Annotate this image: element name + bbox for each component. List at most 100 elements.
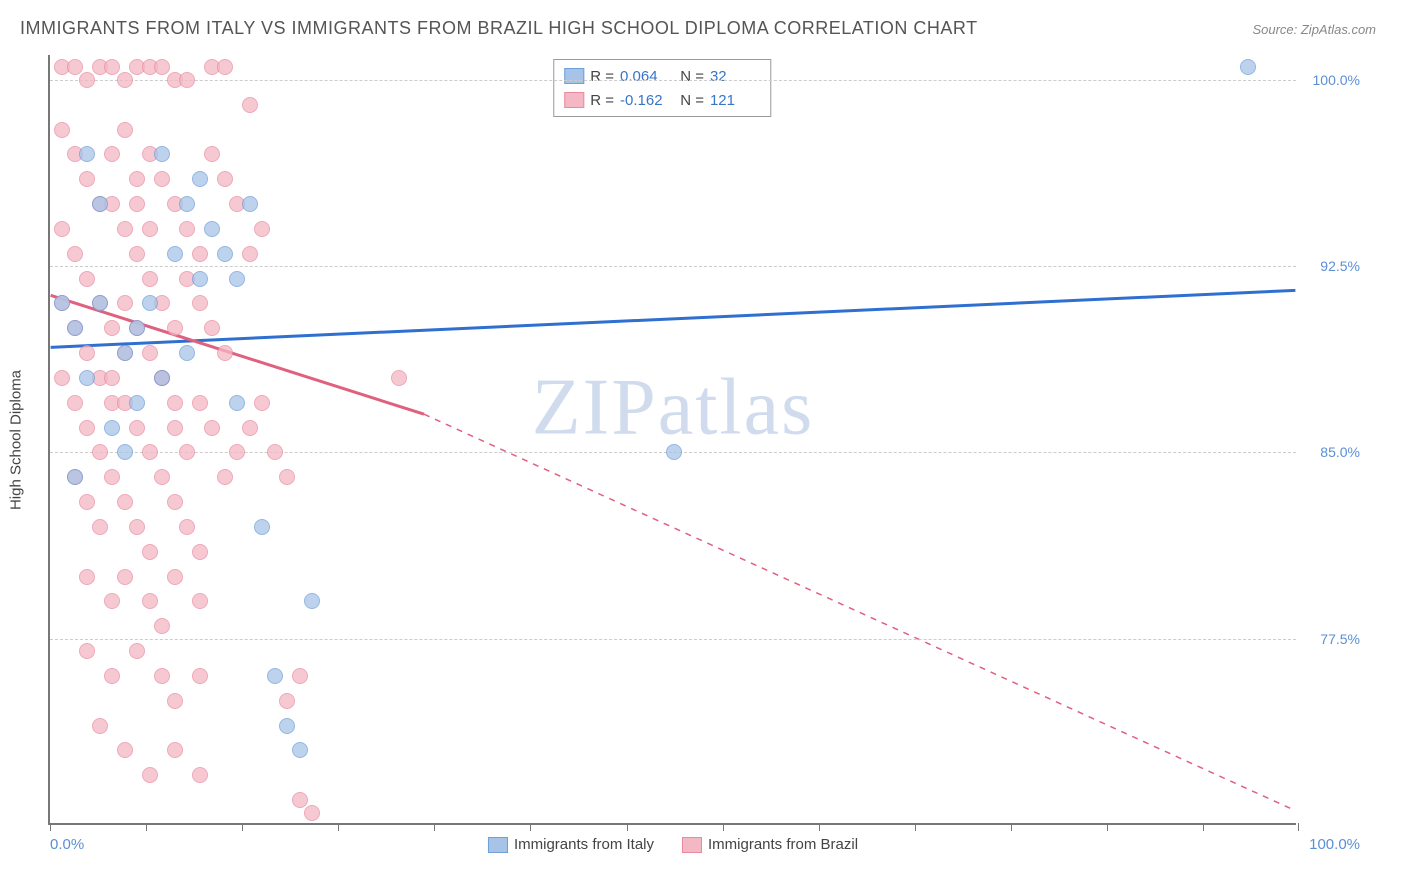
scatter-point-italy xyxy=(267,668,283,684)
scatter-point-brazil xyxy=(79,643,95,659)
scatter-point-brazil xyxy=(142,271,158,287)
scatter-point-brazil xyxy=(79,569,95,585)
scatter-point-brazil xyxy=(167,420,183,436)
scatter-point-brazil xyxy=(279,469,295,485)
correlation-legend: R =0.064 N =32 R =-0.162 N =121 xyxy=(553,59,771,117)
scatter-point-italy xyxy=(117,444,133,460)
scatter-point-brazil xyxy=(117,742,133,758)
scatter-point-brazil xyxy=(167,569,183,585)
trend-lines xyxy=(50,55,1296,823)
legend-row-brazil: R =-0.162 N =121 xyxy=(564,88,760,112)
scatter-point-italy xyxy=(1240,59,1256,75)
scatter-point-brazil xyxy=(167,494,183,510)
scatter-point-italy xyxy=(154,146,170,162)
scatter-point-brazil xyxy=(117,221,133,237)
scatter-point-brazil xyxy=(104,59,120,75)
scatter-point-italy xyxy=(67,320,83,336)
x-axis-max-label: 100.0% xyxy=(1309,836,1360,853)
scatter-point-italy xyxy=(129,320,145,336)
scatter-point-brazil xyxy=(279,693,295,709)
scatter-point-brazil xyxy=(104,668,120,684)
scatter-point-brazil xyxy=(192,395,208,411)
gridline xyxy=(50,80,1296,81)
legend-label-brazil: Immigrants from Brazil xyxy=(708,836,858,853)
scatter-point-brazil xyxy=(142,767,158,783)
scatter-point-brazil xyxy=(92,519,108,535)
source-attribution: Source: ZipAtlas.com xyxy=(1252,22,1376,37)
scatter-point-brazil xyxy=(104,320,120,336)
gridline xyxy=(50,639,1296,640)
x-tick xyxy=(242,823,243,831)
scatter-point-italy xyxy=(179,345,195,361)
scatter-point-brazil xyxy=(117,295,133,311)
scatter-point-brazil xyxy=(217,345,233,361)
scatter-point-brazil xyxy=(129,246,145,262)
scatter-point-brazil xyxy=(92,444,108,460)
scatter-point-italy xyxy=(217,246,233,262)
x-tick xyxy=(530,823,531,831)
scatter-point-italy xyxy=(67,469,83,485)
scatter-point-brazil xyxy=(67,246,83,262)
scatter-point-brazil xyxy=(129,196,145,212)
scatter-point-italy xyxy=(204,221,220,237)
scatter-point-italy xyxy=(242,196,258,212)
watermark: ZIPatlas xyxy=(532,363,815,454)
x-tick xyxy=(1298,823,1299,831)
scatter-point-brazil xyxy=(142,593,158,609)
scatter-point-brazil xyxy=(292,668,308,684)
scatter-point-brazil xyxy=(129,420,145,436)
scatter-point-brazil xyxy=(79,345,95,361)
scatter-point-brazil xyxy=(154,618,170,634)
scatter-point-brazil xyxy=(217,171,233,187)
swatch-italy xyxy=(564,68,584,84)
scatter-point-italy xyxy=(279,718,295,734)
scatter-point-brazil xyxy=(179,519,195,535)
scatter-point-italy xyxy=(167,246,183,262)
scatter-point-italy xyxy=(117,345,133,361)
scatter-point-brazil xyxy=(179,221,195,237)
scatter-point-brazil xyxy=(129,643,145,659)
scatter-point-brazil xyxy=(67,395,83,411)
scatter-point-italy xyxy=(154,370,170,386)
scatter-point-brazil xyxy=(192,767,208,783)
scatter-point-brazil xyxy=(117,569,133,585)
scatter-point-brazil xyxy=(217,59,233,75)
scatter-point-brazil xyxy=(242,97,258,113)
scatter-point-brazil xyxy=(67,59,83,75)
scatter-point-brazil xyxy=(254,395,270,411)
scatter-point-brazil xyxy=(304,805,320,821)
scatter-point-brazil xyxy=(79,494,95,510)
scatter-point-brazil xyxy=(179,72,195,88)
scatter-point-brazil xyxy=(79,271,95,287)
scatter-point-italy xyxy=(229,271,245,287)
y-axis-label: High School Diploma xyxy=(8,370,25,510)
chart-title: IMMIGRANTS FROM ITALY VS IMMIGRANTS FROM… xyxy=(20,18,978,39)
scatter-point-brazil xyxy=(242,246,258,262)
r-value-italy: 0.064 xyxy=(620,68,670,85)
x-tick xyxy=(50,823,51,831)
y-tick-label: 92.5% xyxy=(1320,258,1360,274)
scatter-point-brazil xyxy=(192,246,208,262)
scatter-point-italy xyxy=(292,742,308,758)
scatter-point-brazil xyxy=(104,469,120,485)
scatter-point-italy xyxy=(104,420,120,436)
scatter-point-brazil xyxy=(154,59,170,75)
legend-label-italy: Immigrants from Italy xyxy=(514,836,654,853)
scatter-point-brazil xyxy=(79,420,95,436)
scatter-point-brazil xyxy=(167,320,183,336)
swatch-italy-icon xyxy=(488,837,508,853)
x-tick xyxy=(915,823,916,831)
scatter-point-italy xyxy=(54,295,70,311)
scatter-point-brazil xyxy=(192,593,208,609)
scatter-point-brazil xyxy=(92,718,108,734)
scatter-point-brazil xyxy=(79,72,95,88)
x-tick xyxy=(146,823,147,831)
series-legend: Immigrants from Italy Immigrants from Br… xyxy=(488,836,858,853)
swatch-brazil-icon xyxy=(682,837,702,853)
scatter-point-brazil xyxy=(117,494,133,510)
x-tick xyxy=(1203,823,1204,831)
scatter-point-brazil xyxy=(179,444,195,460)
scatter-point-brazil xyxy=(167,742,183,758)
scatter-point-italy xyxy=(79,370,95,386)
scatter-point-brazil xyxy=(204,146,220,162)
